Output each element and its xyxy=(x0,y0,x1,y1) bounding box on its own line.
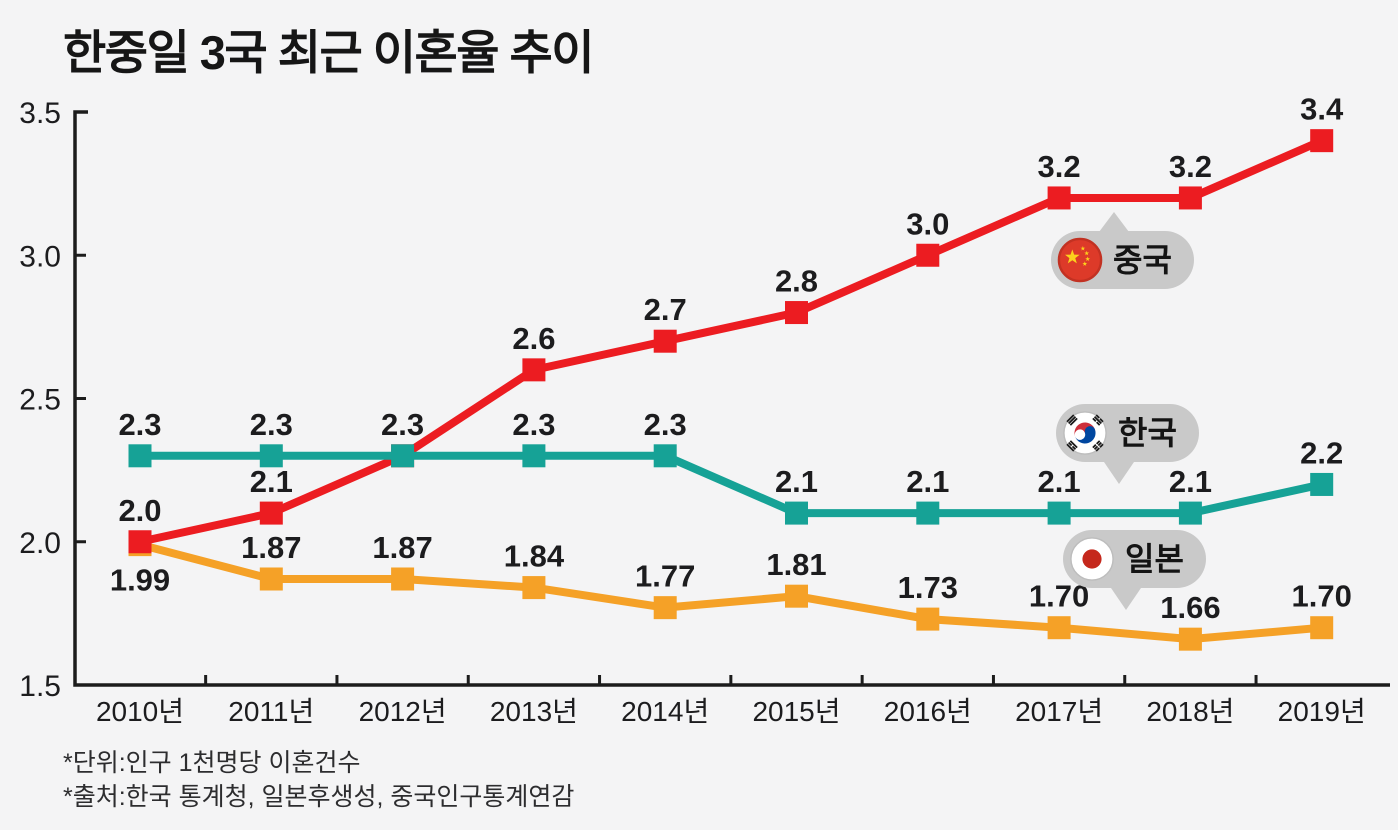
data-label-korea: 2.3 xyxy=(381,407,424,442)
japan-flag-icon xyxy=(1070,537,1114,581)
data-label-china: 3.4 xyxy=(1300,92,1344,127)
legend-callout-korea: 한국 xyxy=(1056,404,1199,484)
data-label-korea: 2.1 xyxy=(1169,464,1212,499)
y-axis-tick-label: 3.5 xyxy=(19,97,61,130)
data-label-china: 3.0 xyxy=(906,206,949,241)
data-label-korea: 2.1 xyxy=(775,464,818,499)
x-axis-tick-label: 2019년 xyxy=(1278,696,1366,727)
chart-title: 한중일 3국 최근 이혼율 추이 xyxy=(63,26,595,79)
data-label-korea: 2.1 xyxy=(1038,464,1081,499)
data-label-korea: 2.3 xyxy=(644,407,687,442)
korea-flag-icon xyxy=(1063,411,1107,455)
x-axis-tick-label: 2015년 xyxy=(752,696,840,727)
legend-bubble-korea: 한국 xyxy=(1056,404,1199,484)
data-point-japan xyxy=(391,567,415,591)
data-point-korea xyxy=(522,444,546,468)
data-point-china xyxy=(785,301,808,325)
data-point-korea xyxy=(259,444,283,468)
footnote-unit: *단위:인구 1천명당 이혼건수 xyxy=(63,749,361,777)
series-line-japan xyxy=(138,540,1323,644)
data-label-japan: 1.84 xyxy=(504,539,565,574)
data-point-japan xyxy=(259,567,283,591)
data-point-china xyxy=(522,358,546,382)
data-point-japan xyxy=(1047,616,1071,640)
x-axis-tick-label: 2014년 xyxy=(621,696,709,727)
data-label-china: 2.8 xyxy=(775,264,818,299)
legend-label-china: 중국 xyxy=(1113,242,1172,278)
china-flag-icon xyxy=(1057,237,1103,283)
legend-bubble-japan: 일본 xyxy=(1063,530,1206,610)
data-point-china xyxy=(1047,186,1071,210)
legend-callout-china: 중국 xyxy=(1051,212,1194,289)
legend-bubble-china: 중국 xyxy=(1051,212,1194,289)
data-label-china: 3.2 xyxy=(1038,149,1081,184)
data-point-china xyxy=(1178,186,1202,210)
data-label-japan: 1.87 xyxy=(372,530,432,565)
data-point-korea xyxy=(785,501,808,525)
data-point-china xyxy=(128,530,152,554)
legend-callout-japan: 일본 xyxy=(1063,530,1206,610)
data-point-korea xyxy=(1310,472,1334,496)
footnotes: *단위:인구 1천명당 이혼건수 *출처:한국 통계청, 일본후생성, 중국인구… xyxy=(63,746,574,814)
legend-label-korea: 한국 xyxy=(1118,415,1177,451)
callout-pointer-down xyxy=(1104,462,1134,484)
data-point-japan xyxy=(916,607,940,631)
data-point-korea xyxy=(391,444,415,468)
data-label-china: 2.6 xyxy=(512,321,555,356)
x-axis-tick-label: 2010년 xyxy=(96,696,184,727)
data-point-japan xyxy=(785,584,808,608)
data-point-korea xyxy=(1047,501,1071,525)
y-axis-tick-label: 1.5 xyxy=(19,670,61,703)
callout-pointer-up xyxy=(1099,212,1129,232)
data-label-korea: 2.3 xyxy=(512,407,555,442)
data-point-korea xyxy=(1178,501,1202,525)
data-label-japan: 1.77 xyxy=(635,559,695,594)
data-label-japan: 1.73 xyxy=(898,570,958,605)
y-axis-tick-label: 2.0 xyxy=(19,527,61,560)
data-label-china: 2.7 xyxy=(644,292,687,327)
data-point-korea xyxy=(916,501,940,525)
data-point-japan xyxy=(1178,627,1202,651)
x-axis-tick-label: 2013년 xyxy=(490,696,578,727)
series-line-china xyxy=(139,136,1324,546)
data-label-japan: 1.70 xyxy=(1292,579,1352,614)
callout-pointer-down xyxy=(1111,588,1141,610)
data-point-korea xyxy=(653,444,677,468)
data-point-japan xyxy=(1310,616,1334,640)
data-point-china xyxy=(916,243,940,267)
x-axis-tick-label: 2011년 xyxy=(228,696,314,727)
y-axis-tick-label: 3.0 xyxy=(19,240,61,273)
data-point-japan xyxy=(522,576,546,600)
data-label-korea: 2.3 xyxy=(250,407,293,442)
x-axis-tick-label: 2018년 xyxy=(1146,696,1234,727)
data-point-korea xyxy=(128,444,152,468)
footnote-source: *출처:한국 통계청, 일본후생성, 중국인구통계연감 xyxy=(63,783,575,811)
series-line-korea xyxy=(140,451,1323,518)
data-label-china: 2.0 xyxy=(118,493,161,528)
data-label-korea: 2.3 xyxy=(118,407,161,442)
x-axis-tick-label: 2012년 xyxy=(359,696,447,727)
legend-label-japan: 일본 xyxy=(1125,541,1184,577)
data-point-china xyxy=(653,329,677,353)
data-label-korea: 2.1 xyxy=(906,464,949,499)
y-axis-tick-label: 2.5 xyxy=(19,384,61,417)
x-axis-tick-label: 2017년 xyxy=(1015,696,1103,727)
x-axis-tick-label: 2016년 xyxy=(884,696,972,727)
data-label-japan: 1.81 xyxy=(766,547,826,582)
data-point-china xyxy=(259,501,283,525)
data-point-china xyxy=(1310,129,1334,153)
data-label-china: 2.1 xyxy=(250,464,293,499)
data-label-china: 3.2 xyxy=(1169,149,1212,184)
data-label-japan: 1.66 xyxy=(1160,590,1220,625)
data-point-japan xyxy=(653,596,677,620)
data-label-korea: 2.2 xyxy=(1300,435,1343,470)
data-label-japan: 1.87 xyxy=(241,530,301,565)
data-label-japan: 1.99 xyxy=(110,563,170,598)
